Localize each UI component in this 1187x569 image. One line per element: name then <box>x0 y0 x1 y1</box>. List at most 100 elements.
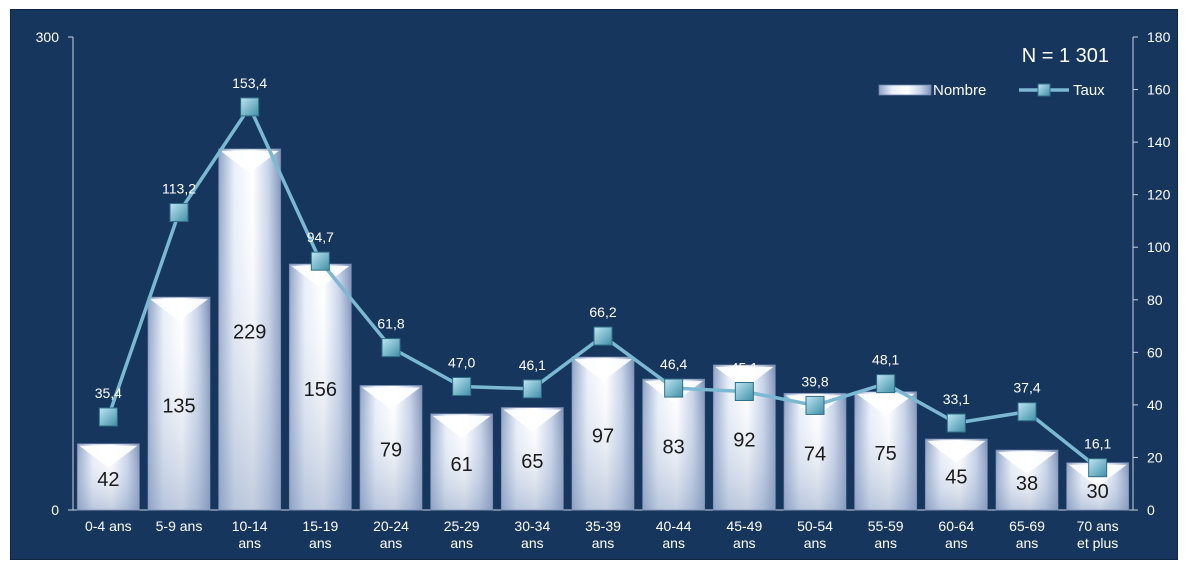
right-tick-label: 0 <box>1147 502 1155 518</box>
category-label-line: ans <box>450 535 473 551</box>
right-tick-label: 160 <box>1147 82 1171 98</box>
category-label: 55-59 ans <box>868 518 904 551</box>
category-label-line: et plus <box>1077 535 1118 551</box>
category-label-line: ans <box>945 535 968 551</box>
rate-value-label: 94,7 <box>307 229 334 245</box>
category-label: 40-44 ans <box>656 518 692 551</box>
rate-value-label: 66,2 <box>589 304 616 320</box>
right-tick-label: 180 <box>1147 29 1171 45</box>
bar-bevel <box>79 445 138 468</box>
category-label: 15-19 ans <box>302 518 338 551</box>
rate-value-label: 46,1 <box>519 357 546 373</box>
category-label-line: ans <box>309 535 332 551</box>
category-label-line: 40-44 <box>656 518 692 534</box>
bar-value-label: 97 <box>592 426 614 448</box>
right-tick-label: 100 <box>1147 239 1171 255</box>
category-label-line: 30-34 <box>514 518 550 534</box>
bar-bevel <box>574 359 632 382</box>
bar <box>571 356 635 511</box>
bar <box>76 443 140 511</box>
right-tick-label: 80 <box>1147 292 1163 308</box>
rate-marker <box>664 378 684 398</box>
bar-bevel <box>927 441 986 464</box>
category-label-line: 15-19 <box>302 518 338 534</box>
right-tick-label: 140 <box>1147 134 1171 150</box>
rate-value-label: 33,1 <box>943 391 970 407</box>
right-tick-label: 120 <box>1147 187 1171 203</box>
bar-bevel <box>715 366 774 389</box>
bar-value-label: 156 <box>304 379 337 401</box>
rate-marker <box>876 374 896 394</box>
category-label-line: ans <box>874 535 897 551</box>
bar-shade <box>148 297 210 510</box>
rate-marker <box>381 338 401 358</box>
bar-value-label: 229 <box>233 321 266 343</box>
chart-frame: 0 300 0 20 40 60 80 100 120 140 160 180 0-4 ans 5-9 a… <box>10 9 1178 560</box>
legend-label: Taux <box>1073 82 1105 99</box>
bar-value-label: 92 <box>733 429 755 451</box>
rate-marker <box>1088 458 1108 478</box>
category-label-line: 70 ans <box>1077 518 1119 534</box>
rate-marker <box>593 326 613 346</box>
rate-line <box>98 97 1108 478</box>
bar <box>288 263 352 511</box>
legend: N = 1 301 Nombre Taux <box>878 45 1109 99</box>
legend-label: Nombre <box>933 82 986 99</box>
legend-bar-swatch <box>878 84 932 96</box>
bar-value-label: 65 <box>521 451 543 473</box>
bar-value-label: 74 <box>804 444 826 466</box>
category-label: 25-29 ans <box>444 518 480 551</box>
rate-marker <box>452 376 472 396</box>
rate-value-label: 46,4 <box>660 356 687 372</box>
bar-value-label: 42 <box>97 469 119 491</box>
bar-bevel <box>856 393 915 416</box>
rate-value-label: 35,4 <box>95 385 122 401</box>
category-label-line: 25-29 <box>444 518 480 534</box>
category-label-line: 10-14 <box>232 518 268 534</box>
category-label-line: 60-64 <box>938 518 974 534</box>
category-label-line: 20-24 <box>373 518 409 534</box>
category-label: 60-64 ans <box>938 518 974 551</box>
category-label-line: ans <box>662 535 685 551</box>
rate-marker <box>98 407 118 427</box>
rate-value-label: 153,4 <box>232 75 267 91</box>
category-label-line: ans <box>804 535 827 551</box>
bar <box>924 438 988 511</box>
n-annotation: N = 1 301 <box>1022 45 1109 67</box>
category-label: 65-69 ans <box>1009 518 1045 551</box>
bar-value-label: 79 <box>380 440 402 462</box>
chart-svg: 0 300 0 20 40 60 80 100 120 140 160 180 0-4 ans 5-9 a… <box>36 29 1171 551</box>
category-label-line: 50-54 <box>797 518 833 534</box>
rate-value-label: 113,2 <box>162 181 196 197</box>
bar-bevel <box>998 452 1056 475</box>
rate-marker <box>1017 402 1037 422</box>
rate-marker <box>734 381 754 401</box>
legend-marker-swatch <box>1037 83 1051 97</box>
bar <box>854 391 918 511</box>
rate-marker <box>522 379 542 399</box>
bar-bevel <box>220 150 279 173</box>
bar <box>783 392 847 511</box>
bars <box>76 148 1130 511</box>
bar-shade <box>218 148 281 510</box>
bar-value-label: 45 <box>945 467 967 489</box>
left-tick-label: 0 <box>51 502 59 518</box>
bar-shade <box>289 264 352 510</box>
category-label: 30-34 ans <box>514 518 550 551</box>
bar <box>430 413 494 511</box>
category-label-line: 0-4 ans <box>85 518 132 534</box>
category-label-line: ans <box>1016 535 1039 551</box>
category-label-line: ans <box>380 535 403 551</box>
bar-shade <box>572 357 634 510</box>
bar-bevel <box>503 409 562 432</box>
rate-value-label: 16,1 <box>1084 436 1111 452</box>
rate-marker <box>946 413 966 433</box>
bar-value-label: 30 <box>1087 481 1109 503</box>
category-label-line: ans <box>238 535 261 551</box>
labels: 42 135 229 156 79 61 65 97 83 92 74 75 45 38 30 35,4 113… <box>95 75 1112 503</box>
bar-bevel <box>291 266 350 289</box>
category-label-line: ans <box>592 535 615 551</box>
bar-bevel <box>362 387 420 410</box>
bar <box>147 296 211 511</box>
right-tick-label: 60 <box>1147 344 1163 360</box>
